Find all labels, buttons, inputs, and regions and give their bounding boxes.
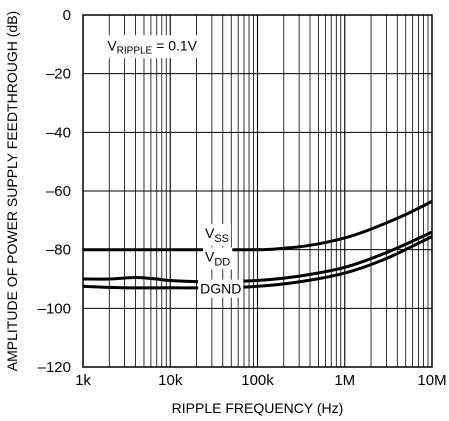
y-axis-label: AMPLITUDE OF POWER SUPPLY FEEDTHROUGH (d… xyxy=(4,11,20,371)
y-tick-label: –100 xyxy=(38,300,71,317)
series-line-vss xyxy=(82,199,433,252)
curve-label-vdd: VDD xyxy=(202,247,233,270)
x-tick-label: 100k xyxy=(241,372,274,389)
annotation-main: V xyxy=(107,37,117,53)
plot-frame xyxy=(82,14,433,368)
svg-text:DGND: DGND xyxy=(200,281,241,297)
y-tick-label: –20 xyxy=(46,66,71,83)
y-tick-label: 0 xyxy=(63,7,71,24)
svg-text:VSS: VSS xyxy=(205,225,229,245)
curve-labels: VSS VDD DGND xyxy=(198,223,244,298)
y-tick-label: –80 xyxy=(46,242,71,259)
y-tick-labels: 0 –20 –40 –60 –80 –100 –120 xyxy=(38,7,71,376)
svg-text:VDD: VDD xyxy=(205,248,230,268)
y-tick-label: –120 xyxy=(38,359,71,376)
y-tick-label: –40 xyxy=(46,124,71,141)
ripple-annotation: VRIPPLE = 0.1V xyxy=(104,35,201,59)
svg-text:VRIPPLE = 0.1V: VRIPPLE = 0.1V xyxy=(107,37,197,56)
y-tick-label: –60 xyxy=(46,183,71,200)
annotation-subscript: RIPPLE xyxy=(117,45,153,56)
annotation-rest: = 0.1V xyxy=(152,37,197,53)
curve-label-dgnd: DGND xyxy=(198,279,244,298)
x-tick-labels: 1k 10k 100k 1M 10M xyxy=(75,372,447,389)
x-tick-label: 1M xyxy=(334,372,355,389)
curve-label-vss: VSS xyxy=(202,223,232,246)
x-tick-label: 1k xyxy=(75,372,91,389)
series-line-dgnd xyxy=(82,235,433,290)
x-tick-label: 10M xyxy=(417,372,446,389)
x-tick-label: 10k xyxy=(158,372,183,389)
x-axis-label: RIPPLE FREQUENCY (Hz) xyxy=(172,400,344,416)
chart-grid xyxy=(83,15,432,367)
